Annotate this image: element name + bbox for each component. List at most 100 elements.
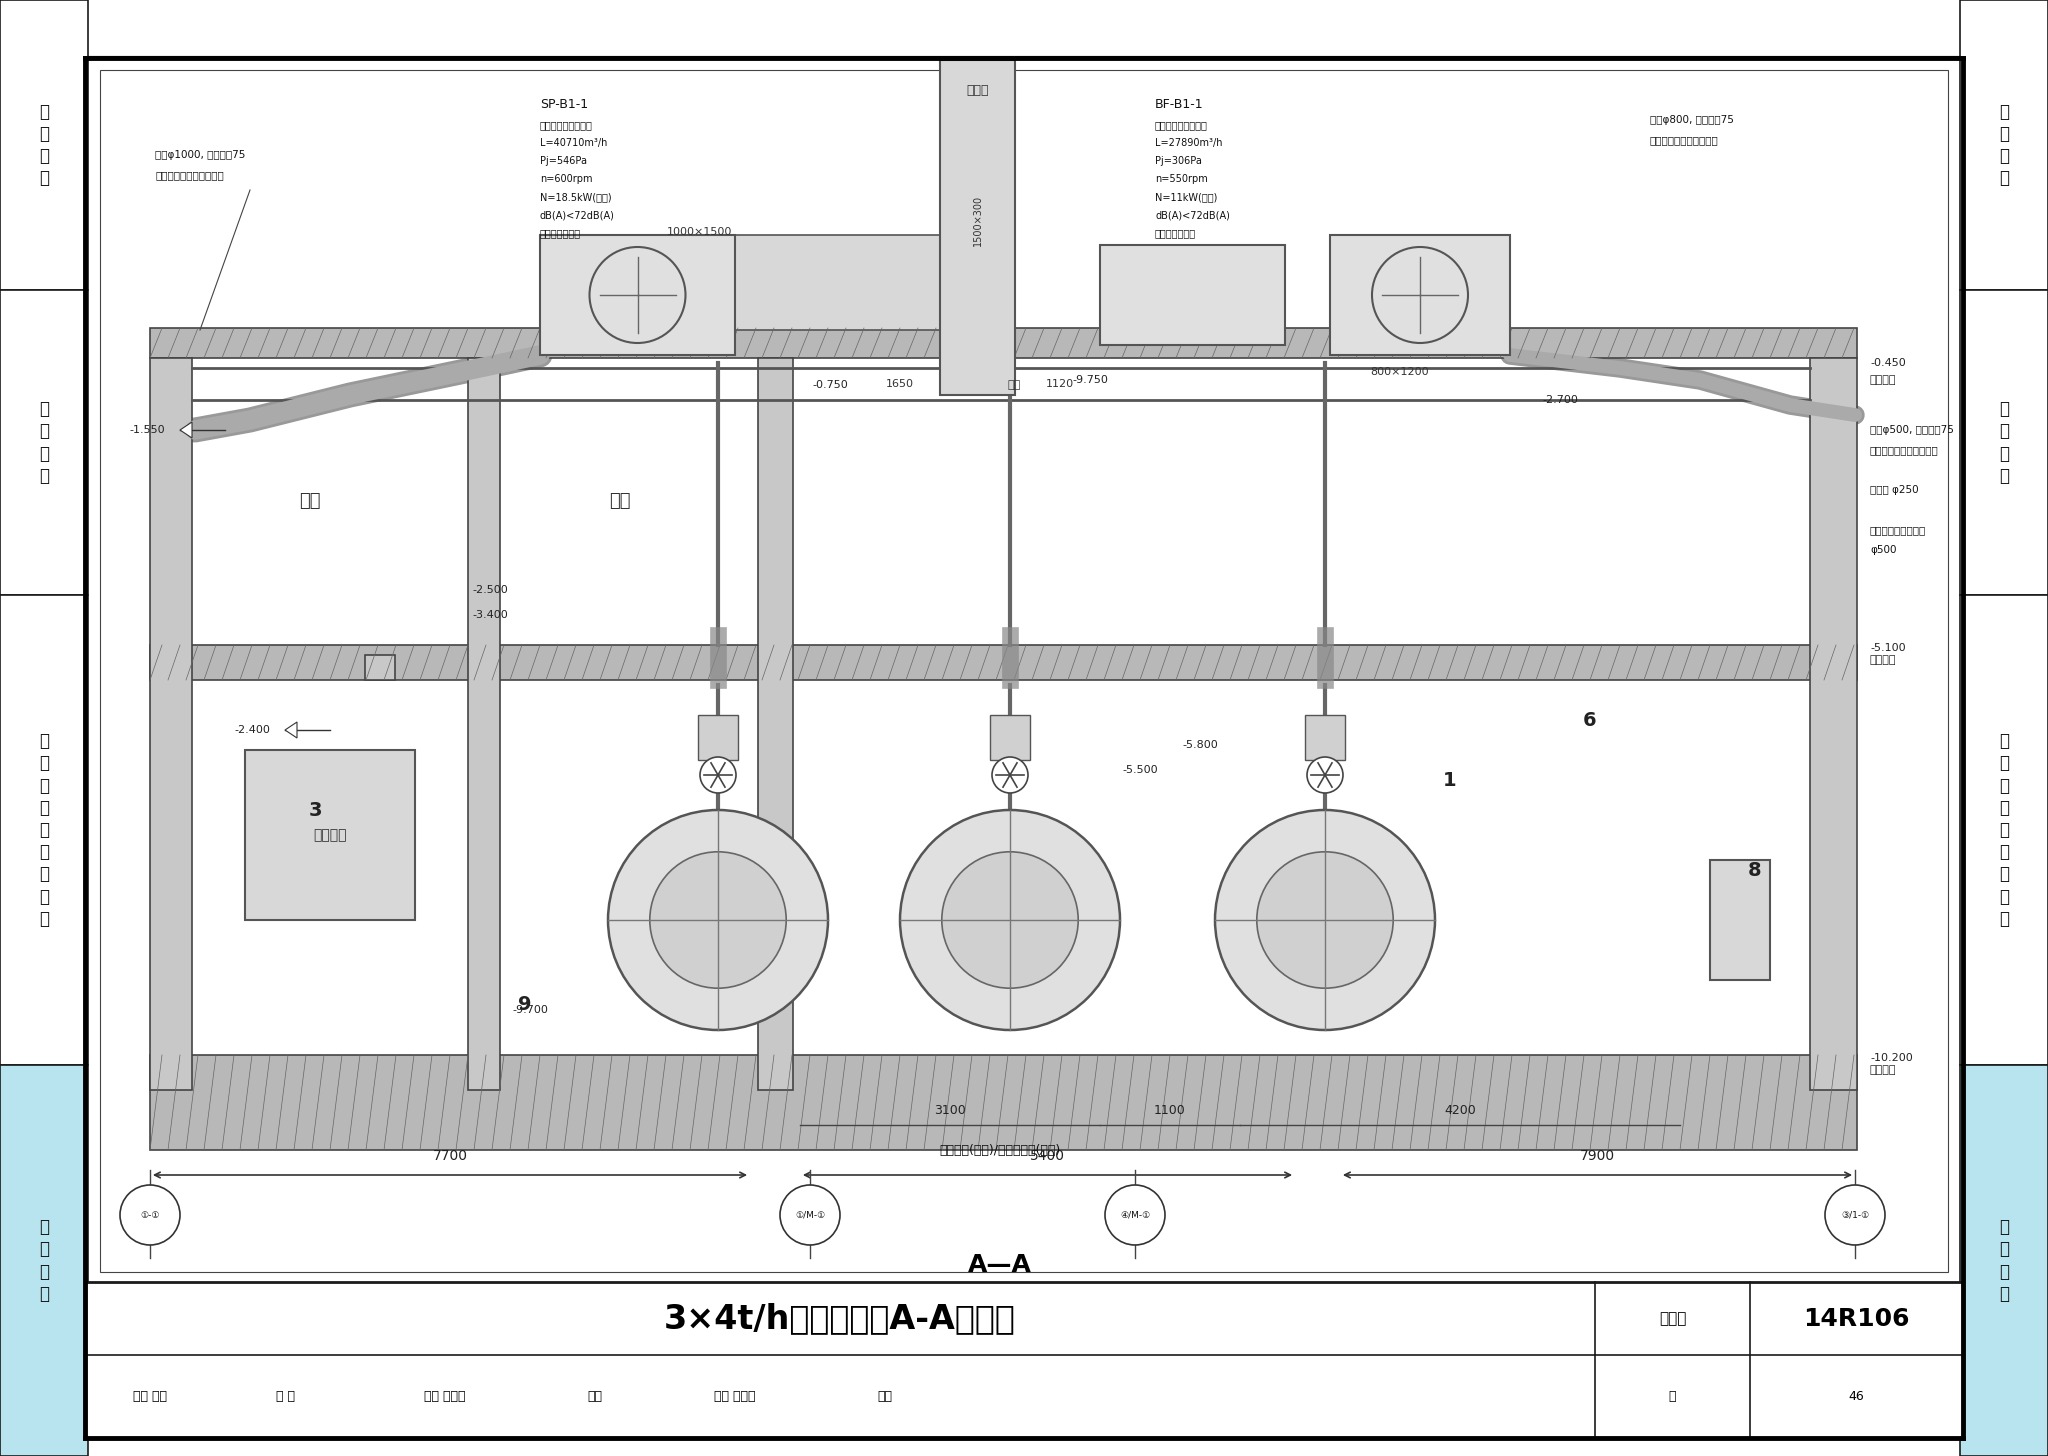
Text: 钢制双层不锈钢锅炉烟道: 钢制双层不锈钢锅炉烟道: [156, 170, 223, 181]
Bar: [541, 234, 735, 355]
Text: 设
计
技
术
原
则
与
要
点: 设 计 技 术 原 则 与 要 点: [39, 732, 49, 927]
Bar: [469, 358, 500, 1091]
Text: -0.750: -0.750: [813, 380, 848, 390]
Bar: [1810, 358, 1858, 1091]
Text: -5.500: -5.500: [1122, 764, 1157, 775]
Text: -2.500: -2.500: [473, 585, 508, 596]
Text: 3: 3: [309, 801, 322, 820]
Text: Pj=306Pa: Pj=306Pa: [1155, 156, 1202, 166]
Text: A—A: A—A: [969, 1254, 1032, 1277]
Bar: [758, 358, 793, 1091]
Circle shape: [991, 757, 1028, 794]
Text: 设计 王进军: 设计 王进军: [715, 1390, 756, 1404]
Text: dB(A)<72dB(A): dB(A)<72dB(A): [541, 210, 614, 220]
Text: SP-B1-1: SP-B1-1: [541, 99, 588, 112]
Text: -5.100: -5.100: [1870, 644, 1905, 652]
Text: 山 岑: 山 岑: [276, 1390, 295, 1404]
Text: 张绣: 张绣: [588, 1390, 602, 1404]
Circle shape: [942, 852, 1077, 989]
Text: 相
关
术
语: 相 关 术 语: [39, 400, 49, 485]
Text: 页: 页: [1669, 1390, 1675, 1404]
Text: 编
制
说
明: 编 制 说 明: [1999, 103, 2009, 188]
Text: n=600rpm: n=600rpm: [541, 175, 592, 183]
Circle shape: [1106, 1185, 1165, 1245]
Text: N=18.5kW(变频): N=18.5kW(变频): [541, 192, 612, 202]
Text: -3.400: -3.400: [473, 610, 508, 620]
Bar: [0, 596, 88, 1064]
Text: 相
关
术
语: 相 关 术 语: [1999, 400, 2009, 485]
Circle shape: [700, 757, 735, 794]
Text: ①/M-①: ①/M-①: [795, 1210, 825, 1220]
Polygon shape: [180, 422, 193, 438]
Text: 校对 毛雅芳: 校对 毛雅芳: [424, 1390, 465, 1404]
Text: 爆化: 爆化: [1008, 380, 1020, 390]
Text: n=550rpm: n=550rpm: [1155, 175, 1208, 183]
Text: 库房: 库房: [608, 492, 631, 510]
Text: 钢制双层不锈钢锅炉烟道: 钢制双层不锈钢锅炉烟道: [1870, 446, 1939, 454]
Text: -9.700: -9.700: [512, 1005, 549, 1015]
Text: φ500: φ500: [1870, 545, 1896, 555]
Bar: [1960, 0, 2048, 290]
Text: 内径φ1000, 保温厚度75: 内径φ1000, 保温厚度75: [156, 150, 246, 160]
Text: 赵子: 赵子: [877, 1390, 893, 1404]
Bar: [1305, 715, 1346, 760]
Bar: [1710, 860, 1769, 980]
Text: 14R106: 14R106: [1802, 1306, 1909, 1331]
Circle shape: [1825, 1185, 1884, 1245]
Bar: [150, 358, 193, 1091]
Bar: [1960, 290, 2048, 596]
Bar: [150, 645, 1858, 680]
Bar: [729, 234, 944, 331]
Text: 1120: 1120: [1047, 379, 1073, 389]
Text: 水处理间: 水处理间: [313, 828, 346, 842]
Text: 钢制双层不锈钢锅炉烟道: 钢制双层不锈钢锅炉烟道: [1651, 135, 1718, 146]
Text: 走道: 走道: [299, 492, 322, 510]
Text: 1000×1500: 1000×1500: [668, 227, 733, 237]
Text: -2.700: -2.700: [1542, 395, 1577, 405]
Text: 7900: 7900: [1579, 1149, 1616, 1163]
Bar: [86, 1281, 1962, 1439]
Text: 图集号: 图集号: [1659, 1310, 1686, 1326]
Text: -0.450: -0.450: [1870, 358, 1907, 368]
Text: 内径φ500, 保温厚度75: 内径φ500, 保温厚度75: [1870, 425, 1954, 435]
Bar: [365, 655, 395, 680]
Text: 设
计
技
术
原
则
与
要
点: 设 计 技 术 原 则 与 要 点: [1999, 732, 2009, 927]
Text: 8: 8: [1749, 860, 1761, 879]
Circle shape: [1307, 757, 1343, 794]
Circle shape: [649, 852, 786, 989]
Text: -9.750: -9.750: [1071, 376, 1108, 384]
Text: 进风口: 进风口: [967, 83, 989, 96]
Circle shape: [899, 810, 1120, 1029]
Text: 爆破片 φ250: 爆破片 φ250: [1870, 485, 1919, 495]
Text: 46: 46: [1849, 1390, 1864, 1404]
Text: -10.200: -10.200: [1870, 1053, 1913, 1063]
Text: 5400: 5400: [1030, 1149, 1065, 1163]
Text: 800×1200: 800×1200: [1370, 367, 1430, 377]
Text: 室外地坪: 室外地坪: [1870, 376, 1896, 384]
Text: 工
程
实
例: 工 程 实 例: [1999, 1219, 2009, 1303]
Text: 地下一层: 地下一层: [1870, 655, 1896, 665]
Text: Pj=546Pa: Pj=546Pa: [541, 156, 588, 166]
Text: 7700: 7700: [432, 1149, 467, 1163]
Bar: [1100, 245, 1284, 345]
Text: 6: 6: [1583, 711, 1597, 729]
Bar: [150, 1056, 1858, 1150]
Text: -5.800: -5.800: [1182, 740, 1219, 750]
Circle shape: [121, 1185, 180, 1245]
Bar: [150, 328, 1858, 358]
Text: 卸荷蝶阀（拉链式）: 卸荷蝶阀（拉链式）: [1870, 526, 1927, 534]
Circle shape: [780, 1185, 840, 1245]
Text: 防爆低噪声离心风机: 防爆低噪声离心风机: [1155, 119, 1208, 130]
Bar: [1329, 234, 1509, 355]
Circle shape: [1214, 810, 1436, 1029]
Bar: [0, 290, 88, 596]
Text: ③/1-①: ③/1-①: [1841, 1210, 1870, 1220]
Text: 地下二层: 地下二层: [1870, 1064, 1896, 1075]
Text: 1: 1: [1444, 770, 1456, 789]
Text: 4200: 4200: [1444, 1104, 1477, 1117]
Text: 1650: 1650: [887, 379, 913, 389]
Polygon shape: [285, 722, 297, 738]
Text: BF-B1-1: BF-B1-1: [1155, 99, 1204, 112]
Text: 3×4t/h蒸汽锅炉房A-A剪面图: 3×4t/h蒸汽锅炉房A-A剪面图: [664, 1302, 1016, 1335]
Text: dB(A)<72dB(A): dB(A)<72dB(A): [1155, 210, 1231, 220]
